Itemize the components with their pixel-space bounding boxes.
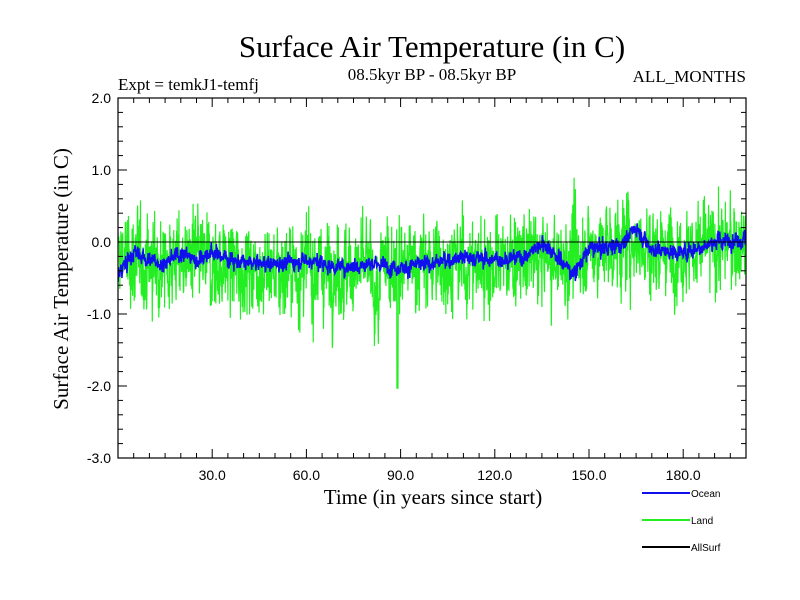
legend-label-allsurf: AllSurf <box>691 543 721 554</box>
x-tick-label: 120.0 <box>477 467 512 483</box>
x-axis-label: Time (in years since start) <box>324 485 543 509</box>
legend-label-land: Land <box>691 516 713 527</box>
x-tick-label: 90.0 <box>387 467 414 483</box>
x-tick-label: 30.0 <box>199 467 226 483</box>
y-tick-label: -3.0 <box>87 450 111 466</box>
y-tick-label: 1.0 <box>92 162 112 178</box>
series-line-land <box>118 177 746 389</box>
x-tick-label: 150.0 <box>571 467 606 483</box>
plot-frame <box>117 97 747 459</box>
y-tick-label: 0.0 <box>92 234 112 250</box>
y-tick-label: -1.0 <box>87 306 111 322</box>
legend-label-ocean: Ocean <box>691 489 720 500</box>
x-tick-label: 180.0 <box>666 467 701 483</box>
chart-subtitle-center: 08.5kyr BP - 08.5kyr BP <box>348 65 516 84</box>
x-tick-label: 60.0 <box>293 467 320 483</box>
y-tick-label: 2.0 <box>92 90 112 106</box>
chart-subtitle-left: Expt = temkJ1-temfj <box>118 75 259 94</box>
y-tick-label: -2.0 <box>87 378 111 394</box>
y-axis-label: Surface Air Temperature (in C) <box>49 148 73 410</box>
series-line-ocean <box>118 223 746 282</box>
chart-title: Surface Air Temperature (in C) <box>239 29 625 64</box>
chart-subtitle-right: ALL_MONTHS <box>633 67 746 86</box>
